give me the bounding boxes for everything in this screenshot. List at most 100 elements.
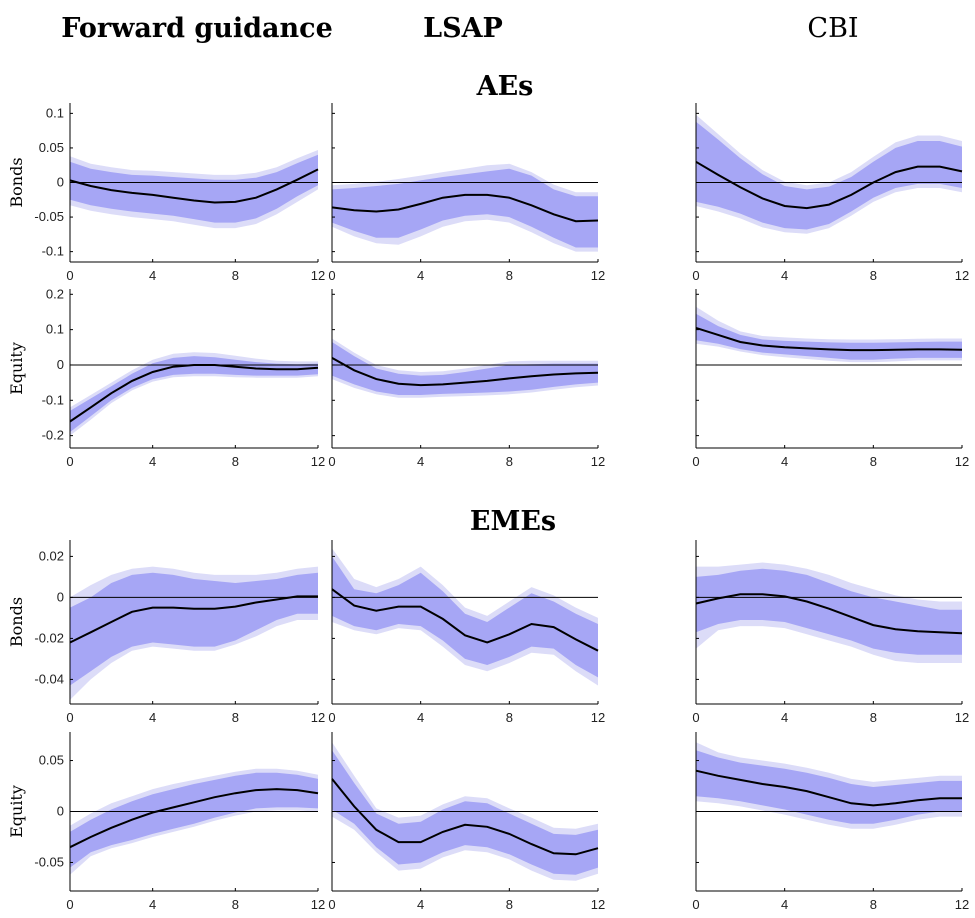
- x-tick-label: 4: [149, 454, 156, 469]
- impulse-response-line: [331, 778, 599, 856]
- x-tick-label: 4: [149, 268, 156, 283]
- x-tick-label: 8: [232, 897, 239, 912]
- y-tick-label: 0.1: [46, 322, 64, 337]
- x-tick-label: 0: [692, 710, 699, 725]
- y-tick-label: -0.04: [34, 671, 64, 686]
- inner-confidence-band: [332, 342, 598, 395]
- inner-confidence-band: [696, 568, 962, 655]
- x-tick-label: 4: [417, 454, 424, 469]
- y-tick-label: 0: [57, 357, 64, 372]
- y-tick-label: -0.05: [34, 209, 64, 224]
- x-tick-label: 8: [506, 710, 513, 725]
- panel-emes-lsap-equity: 0 4 8 12: [328, 732, 605, 912]
- inner-confidence-band: [70, 154, 318, 223]
- column-title-lsap: LSAP: [423, 13, 503, 44]
- y-axis-label: Bonds: [7, 597, 26, 647]
- x-tick-label: 8: [506, 268, 513, 283]
- y-tick-label: -0.1: [42, 392, 64, 407]
- panel-aes-cbi-equity: 0 4 8 12: [692, 289, 969, 469]
- x-tick-label: 8: [506, 454, 513, 469]
- impulse-response-line: [331, 357, 599, 387]
- impulse-response-line: [69, 595, 318, 644]
- impulse-response-line: [695, 160, 963, 210]
- group-title-aes: AEs: [476, 71, 534, 102]
- x-tick-label: 0: [328, 268, 335, 283]
- inner-confidence-band: [332, 556, 598, 678]
- panel-emes-forward-guidance-bonds: -0.04 -0.02 0 0.02 0 4 8 12 Bonds: [7, 540, 325, 725]
- x-tick-label: 4: [149, 710, 156, 725]
- inner-confidence-band: [70, 356, 318, 433]
- panel-aes-lsap-bonds: 0 4 8 12: [328, 103, 605, 283]
- x-tick-label: 12: [311, 268, 325, 283]
- x-tick-label: 12: [955, 710, 969, 725]
- column-title-forward-guidance: Forward guidance: [61, 13, 333, 44]
- x-tick-label: 12: [311, 454, 325, 469]
- y-tick-label: 0.2: [46, 286, 64, 301]
- y-tick-label: -0.02: [34, 630, 64, 645]
- x-tick-label: 0: [66, 710, 73, 725]
- x-tick-label: 8: [506, 897, 513, 912]
- x-tick-label: 4: [417, 897, 424, 912]
- x-tick-label: 8: [870, 268, 877, 283]
- y-axis-label: Bonds: [7, 157, 26, 207]
- inner-confidence-band: [696, 313, 962, 360]
- x-tick-label: 12: [311, 710, 325, 725]
- impulse-response-line: [69, 364, 319, 423]
- y-tick-label: 0.05: [39, 753, 64, 768]
- impulse-response-line: [695, 326, 963, 352]
- panel-aes-forward-guidance-bonds: -0.1 -0.05 0 0.05 0.1 0 4 8 12 Bonds: [7, 103, 325, 283]
- x-tick-label: 0: [328, 897, 335, 912]
- y-axis-label: Equity: [7, 785, 26, 838]
- impulse-response-line: [695, 593, 963, 635]
- x-tick-label: 0: [328, 710, 335, 725]
- x-tick-label: 4: [417, 268, 424, 283]
- inner-confidence-band: [696, 121, 962, 230]
- x-tick-label: 4: [149, 897, 156, 912]
- x-tick-label: 12: [591, 710, 605, 725]
- y-tick-label: 0: [57, 175, 64, 190]
- impulse-response-line: [69, 788, 319, 849]
- impulse-response-line: [695, 769, 962, 807]
- x-tick-label: 8: [232, 454, 239, 469]
- impulse-response-line: [69, 168, 319, 204]
- impulse-response-line: [331, 193, 599, 223]
- panel-emes-cbi-bonds: 0 4 8 12: [692, 540, 969, 725]
- x-tick-label: 8: [232, 710, 239, 725]
- inner-confidence-band: [70, 572, 318, 686]
- x-tick-label: 0: [66, 454, 73, 469]
- y-tick-label: -0.2: [42, 428, 64, 443]
- y-tick-label: -0.1: [42, 244, 64, 259]
- inner-confidence-band: [696, 750, 962, 824]
- y-axis-label: Equity: [7, 342, 26, 395]
- x-tick-label: 12: [955, 454, 969, 469]
- panel-emes-cbi-equity: 0 4 8 12: [692, 732, 969, 912]
- x-tick-label: 12: [591, 268, 605, 283]
- x-tick-label: 0: [692, 454, 699, 469]
- panel-aes-forward-guidance-equity: -0.2 -0.1 0 0.1 0.2 0 4 8 12 Equity: [7, 286, 325, 469]
- x-tick-label: 12: [955, 897, 969, 912]
- inner-confidence-band: [332, 168, 598, 248]
- x-tick-label: 8: [870, 454, 877, 469]
- x-tick-label: 4: [781, 268, 788, 283]
- x-tick-label: 4: [781, 710, 788, 725]
- panel-emes-lsap-bonds: 0 4 8 12: [328, 540, 605, 725]
- y-tick-label: 0.02: [39, 548, 64, 563]
- inner-confidence-band: [332, 750, 598, 875]
- y-tick-label: 0: [57, 589, 64, 604]
- panel-aes-cbi-bonds: 0 4 8 12: [692, 103, 969, 283]
- y-tick-label: 0: [57, 804, 64, 819]
- x-tick-label: 8: [870, 710, 877, 725]
- x-tick-label: 0: [66, 268, 73, 283]
- panel-aes-lsap-equity: 0 4 8 12: [328, 289, 605, 469]
- y-tick-label: -0.05: [34, 854, 64, 869]
- y-tick-label: 0.1: [46, 105, 64, 120]
- x-tick-label: 0: [692, 897, 699, 912]
- x-tick-label: 12: [955, 268, 969, 283]
- x-tick-label: 8: [232, 268, 239, 283]
- x-tick-label: 12: [591, 897, 605, 912]
- inner-confidence-band: [70, 772, 318, 868]
- y-tick-label: 0.05: [39, 140, 64, 155]
- panel-emes-forward-guidance-equity: -0.05 0 0.05 0 4 8 12 Equity: [7, 732, 325, 912]
